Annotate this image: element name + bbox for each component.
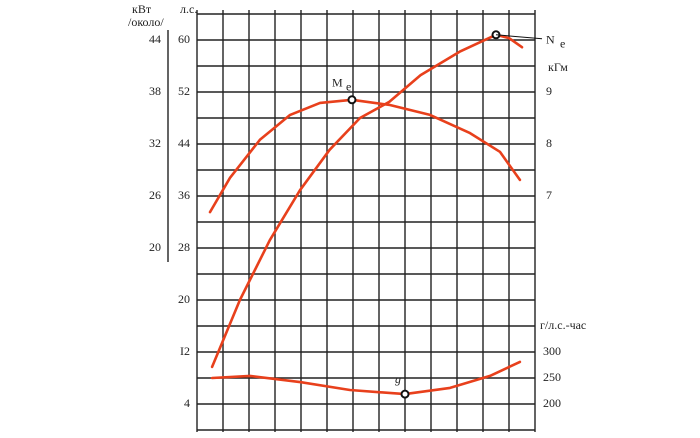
series-label: M <box>332 76 343 90</box>
kw-approx: /около/ <box>128 15 164 29</box>
ykwticks-label: 32 <box>149 136 161 150</box>
series-label-sub: e <box>346 80 351 94</box>
yticks-label: 36 <box>178 188 190 202</box>
point-marker <box>400 389 410 399</box>
yticks-label: 20 <box>178 292 190 306</box>
y3ticks-label: 300 <box>543 344 561 358</box>
ykwticks-label: 20 <box>149 240 161 254</box>
ge-unit: г/л.с.-час <box>540 318 586 332</box>
y2ticks-label: 7 <box>546 188 552 202</box>
y2ticks-label: 9 <box>546 84 552 98</box>
series-label: g <box>395 372 401 386</box>
yticks-label: 4 <box>184 396 190 410</box>
kgm-unit: кГм <box>548 60 568 74</box>
kw-unit: кВт <box>132 2 152 16</box>
y3ticks-label: 200 <box>543 396 561 410</box>
yticks-label: I2 <box>180 344 190 358</box>
series-label: N <box>546 33 555 47</box>
ykwticks-label: 26 <box>149 188 161 202</box>
y3ticks-label: 250 <box>543 370 561 384</box>
ykwticks-label: 44 <box>149 32 161 46</box>
point-marker <box>347 95 357 105</box>
y2ticks-label: 8 <box>546 136 552 150</box>
yticks-label: 44 <box>178 136 190 150</box>
curve <box>210 360 522 396</box>
ykwticks-label: 38 <box>149 84 161 98</box>
yticks-label: 28 <box>178 240 190 254</box>
yticks-label: 52 <box>178 84 190 98</box>
hp-unit: л.с. <box>180 2 197 16</box>
yticks-label: 60 <box>178 32 190 46</box>
leader <box>495 34 543 40</box>
series-label-sub: e <box>560 37 565 51</box>
curve <box>210 33 524 369</box>
